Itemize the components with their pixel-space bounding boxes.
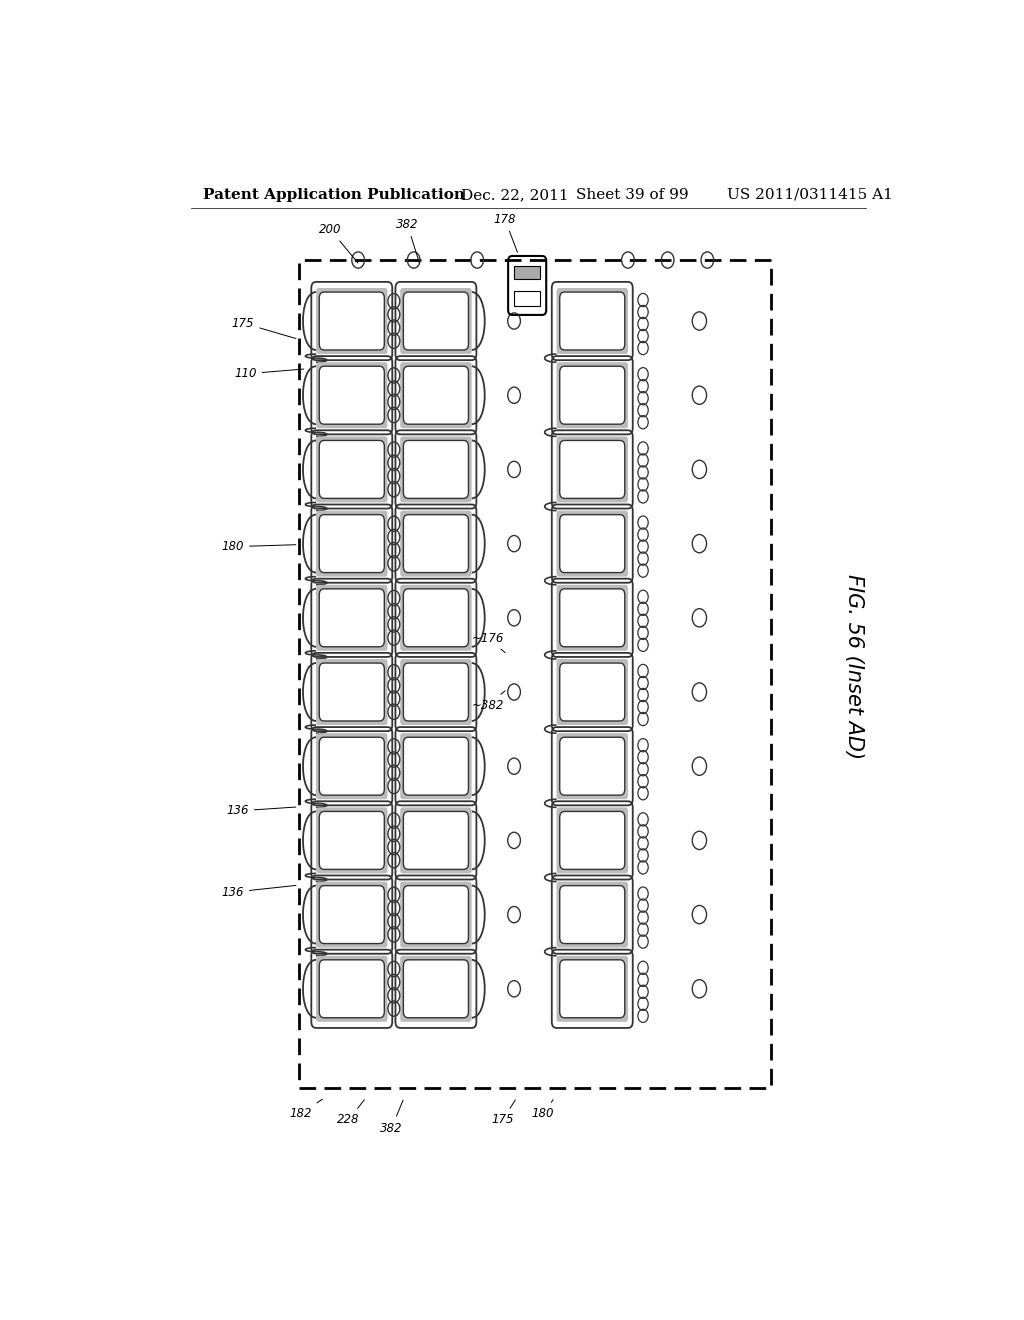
Text: 110: 110 [234, 367, 304, 380]
FancyBboxPatch shape [556, 733, 628, 799]
FancyBboxPatch shape [319, 812, 384, 870]
Text: 382: 382 [396, 218, 419, 263]
Text: 175: 175 [231, 317, 296, 338]
FancyBboxPatch shape [319, 738, 384, 795]
FancyBboxPatch shape [400, 362, 472, 428]
Bar [514, 290, 540, 306]
Text: 382: 382 [380, 1100, 403, 1135]
FancyBboxPatch shape [319, 886, 384, 944]
FancyBboxPatch shape [556, 362, 628, 428]
FancyBboxPatch shape [556, 288, 628, 354]
FancyBboxPatch shape [316, 288, 387, 354]
FancyBboxPatch shape [316, 956, 387, 1022]
Text: 136: 136 [226, 804, 296, 817]
FancyBboxPatch shape [316, 659, 387, 725]
Bar [514, 267, 540, 280]
FancyBboxPatch shape [400, 288, 472, 354]
Text: 180: 180 [531, 1100, 554, 1121]
FancyBboxPatch shape [560, 886, 625, 944]
FancyBboxPatch shape [560, 663, 625, 721]
FancyBboxPatch shape [403, 366, 468, 424]
FancyBboxPatch shape [403, 886, 468, 944]
FancyBboxPatch shape [556, 956, 628, 1022]
FancyBboxPatch shape [316, 882, 387, 948]
FancyBboxPatch shape [560, 515, 625, 573]
FancyBboxPatch shape [556, 511, 628, 577]
FancyBboxPatch shape [403, 663, 468, 721]
Text: 182: 182 [290, 1100, 323, 1121]
Text: 178: 178 [494, 213, 517, 252]
FancyBboxPatch shape [316, 585, 387, 651]
FancyBboxPatch shape [403, 960, 468, 1018]
Text: Sheet 39 of 99: Sheet 39 of 99 [577, 187, 689, 202]
FancyBboxPatch shape [560, 960, 625, 1018]
FancyBboxPatch shape [560, 812, 625, 870]
FancyBboxPatch shape [316, 808, 387, 874]
Text: 228: 228 [337, 1100, 365, 1126]
Bar [299, 260, 771, 1089]
Text: 175: 175 [492, 1100, 515, 1126]
FancyBboxPatch shape [400, 585, 472, 651]
Text: Dec. 22, 2011: Dec. 22, 2011 [461, 187, 569, 202]
FancyBboxPatch shape [560, 589, 625, 647]
FancyBboxPatch shape [319, 515, 384, 573]
FancyBboxPatch shape [400, 659, 472, 725]
FancyBboxPatch shape [403, 292, 468, 350]
Text: FIG. 56 (Inset AD): FIG. 56 (Inset AD) [844, 574, 864, 759]
Text: 136: 136 [221, 886, 296, 899]
Text: US 2011/0311415 A1: US 2011/0311415 A1 [727, 187, 893, 202]
FancyBboxPatch shape [560, 366, 625, 424]
FancyBboxPatch shape [319, 589, 384, 647]
Text: Patent Application Publication: Patent Application Publication [204, 187, 465, 202]
FancyBboxPatch shape [400, 882, 472, 948]
FancyBboxPatch shape [403, 589, 468, 647]
FancyBboxPatch shape [403, 812, 468, 870]
FancyBboxPatch shape [400, 511, 472, 577]
FancyBboxPatch shape [560, 738, 625, 795]
FancyBboxPatch shape [560, 292, 625, 350]
FancyBboxPatch shape [400, 808, 472, 874]
FancyBboxPatch shape [403, 515, 468, 573]
FancyBboxPatch shape [319, 960, 384, 1018]
FancyBboxPatch shape [319, 292, 384, 350]
FancyBboxPatch shape [319, 366, 384, 424]
FancyBboxPatch shape [316, 437, 387, 503]
FancyBboxPatch shape [560, 441, 625, 499]
FancyBboxPatch shape [316, 733, 387, 799]
FancyBboxPatch shape [400, 437, 472, 503]
Text: 180: 180 [221, 540, 296, 553]
FancyBboxPatch shape [316, 511, 387, 577]
Text: 200: 200 [319, 223, 358, 263]
FancyBboxPatch shape [400, 956, 472, 1022]
FancyBboxPatch shape [556, 808, 628, 874]
Text: ~382: ~382 [471, 690, 505, 711]
FancyBboxPatch shape [556, 659, 628, 725]
FancyBboxPatch shape [319, 663, 384, 721]
FancyBboxPatch shape [556, 437, 628, 503]
FancyBboxPatch shape [403, 441, 468, 499]
Text: ~176: ~176 [471, 632, 505, 652]
FancyBboxPatch shape [400, 733, 472, 799]
FancyBboxPatch shape [403, 738, 468, 795]
FancyBboxPatch shape [556, 882, 628, 948]
FancyBboxPatch shape [316, 362, 387, 428]
FancyBboxPatch shape [319, 441, 384, 499]
FancyBboxPatch shape [556, 585, 628, 651]
